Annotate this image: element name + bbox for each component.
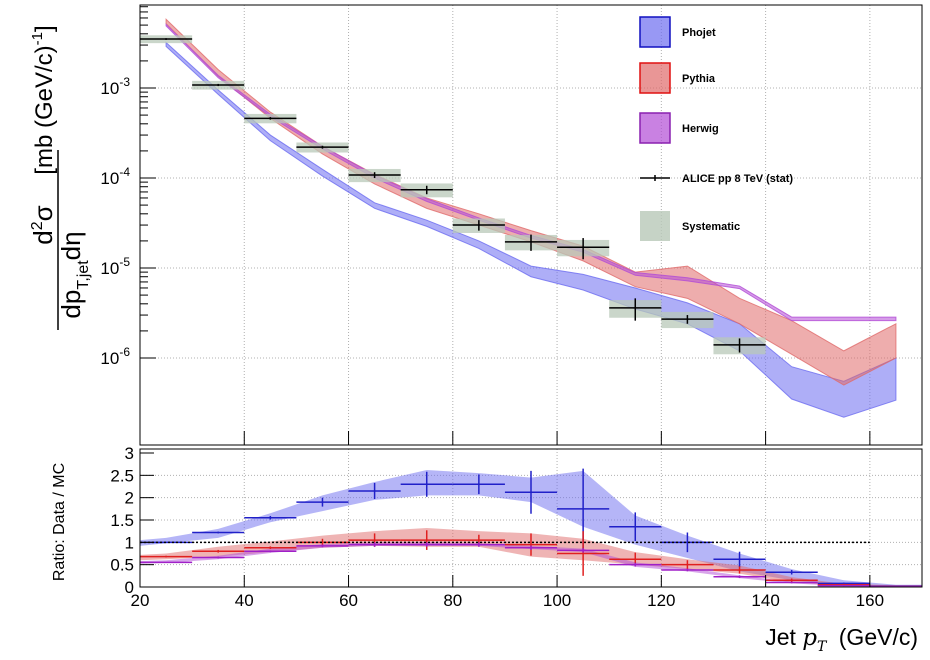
x-tick-label: 160 (856, 591, 884, 610)
lower-axis-ticks: 0 0.5 1 1.5 2 2.5 3 20 40 60 80 100 120 140 160 (110, 444, 884, 610)
ylabel-units-b: ] (31, 25, 58, 32)
upper-tick-label: 10-3 (100, 75, 130, 98)
band-pythia (165, 18, 897, 386)
upper-y-axis-title: d2σ (28, 205, 58, 244)
xlabel-sub: T (817, 639, 828, 655)
tick-exponent: -4 (119, 165, 130, 179)
legend-label-herwig: Herwig (682, 123, 719, 135)
lower-ratio-points (140, 468, 922, 588)
svg-text:[mb (GeV/c)-1]: [mb (GeV/c)-1] (29, 25, 58, 174)
upper-data-points (140, 38, 766, 353)
legend-swatch-systematic (640, 211, 670, 241)
legend-label-pythia: Pythia (682, 73, 716, 85)
xlabel-units: (GeV/c) (839, 624, 918, 650)
ylabel-sub: T,jet (75, 260, 92, 290)
legend-label-phojet: Phojet (682, 27, 716, 39)
band-phojet (165, 41, 897, 418)
x-tick-label: 60 (339, 591, 358, 610)
lower-frame (139, 448, 923, 588)
legend-swatch-pythia (639, 62, 671, 94)
tick-exponent: -3 (119, 75, 130, 89)
lower-y-axis-title: Ratio: Data / MC (51, 463, 68, 581)
lower-y-tick-label: 0.5 (110, 556, 134, 575)
legend-label-alice-pp-8-tev-stat-: ALICE pp 8 TeV (stat) (682, 173, 793, 185)
upper-model-bands (165, 18, 897, 418)
x-axis-title: Jet pT (GeV/c) (765, 624, 918, 656)
svg-text:Ratio: Data / MC: Ratio: Data / MC (51, 463, 68, 581)
x-tick-label: 80 (443, 591, 462, 610)
ylabel-units: [mb (GeV/c)-1] (29, 25, 58, 174)
lower-y-tick-label: 2 (125, 489, 134, 508)
x-tick-label: 20 (131, 591, 150, 610)
svg-text:dpT,jetdη: dpT,jetdη (56, 231, 92, 318)
legend: Phojet Pythia Herwig ALICE pp 8 TeV (stat) S… (639, 16, 793, 241)
tick-exponent: -6 (119, 345, 130, 359)
x-tick-label: 120 (647, 591, 675, 610)
tick-base: 10 (100, 169, 119, 188)
upper-axis-ticks: 10-310-410-510-6 (100, 6, 871, 445)
ylabel-denominator: dpT,jetdη (56, 231, 92, 318)
legend-label-systematic: Systematic (682, 221, 740, 233)
ylabel-units-exp: -1 (29, 32, 46, 45)
ylabel-units-a: [mb (GeV/c) (31, 45, 58, 174)
svg-text:d2σ: d2σ (28, 205, 58, 244)
x-tick-label: 100 (543, 591, 571, 610)
lower-y-tick-label: 0 (125, 578, 134, 597)
tick-base: 10 (100, 349, 119, 368)
lower-y-tick-label: 1 (125, 533, 134, 552)
ylabel-deta: dη (56, 231, 86, 260)
upper-tick-label: 10-4 (100, 165, 130, 188)
ylabel-sup2: 2 (29, 221, 46, 230)
legend-swatch-herwig (639, 112, 671, 144)
ylabel-d2: d (28, 230, 58, 244)
lower-y-tick-label: 2.5 (110, 466, 134, 485)
tick-base: 10 (100, 79, 119, 98)
x-tick-label: 140 (751, 591, 779, 610)
ratio-band-herwig (140, 542, 922, 587)
x-tick-label: 40 (235, 591, 254, 610)
legend-swatch-phojet (639, 16, 671, 48)
tick-base: 10 (100, 259, 119, 278)
ylabel-sigma: σ (28, 205, 58, 221)
lower-y-tick-label: 1.5 (110, 511, 134, 530)
lower-y-tick-label: 3 (125, 444, 134, 463)
ylabel-dp: dp (56, 290, 86, 319)
upper-tick-label: 10-6 (100, 345, 130, 368)
xlabel-jet: Jet (765, 624, 796, 650)
xlabel-var: p (802, 625, 817, 651)
upper-tick-label: 10-5 (100, 255, 130, 278)
tick-exponent: -5 (119, 255, 130, 269)
ratio-band-phojet (140, 469, 922, 587)
